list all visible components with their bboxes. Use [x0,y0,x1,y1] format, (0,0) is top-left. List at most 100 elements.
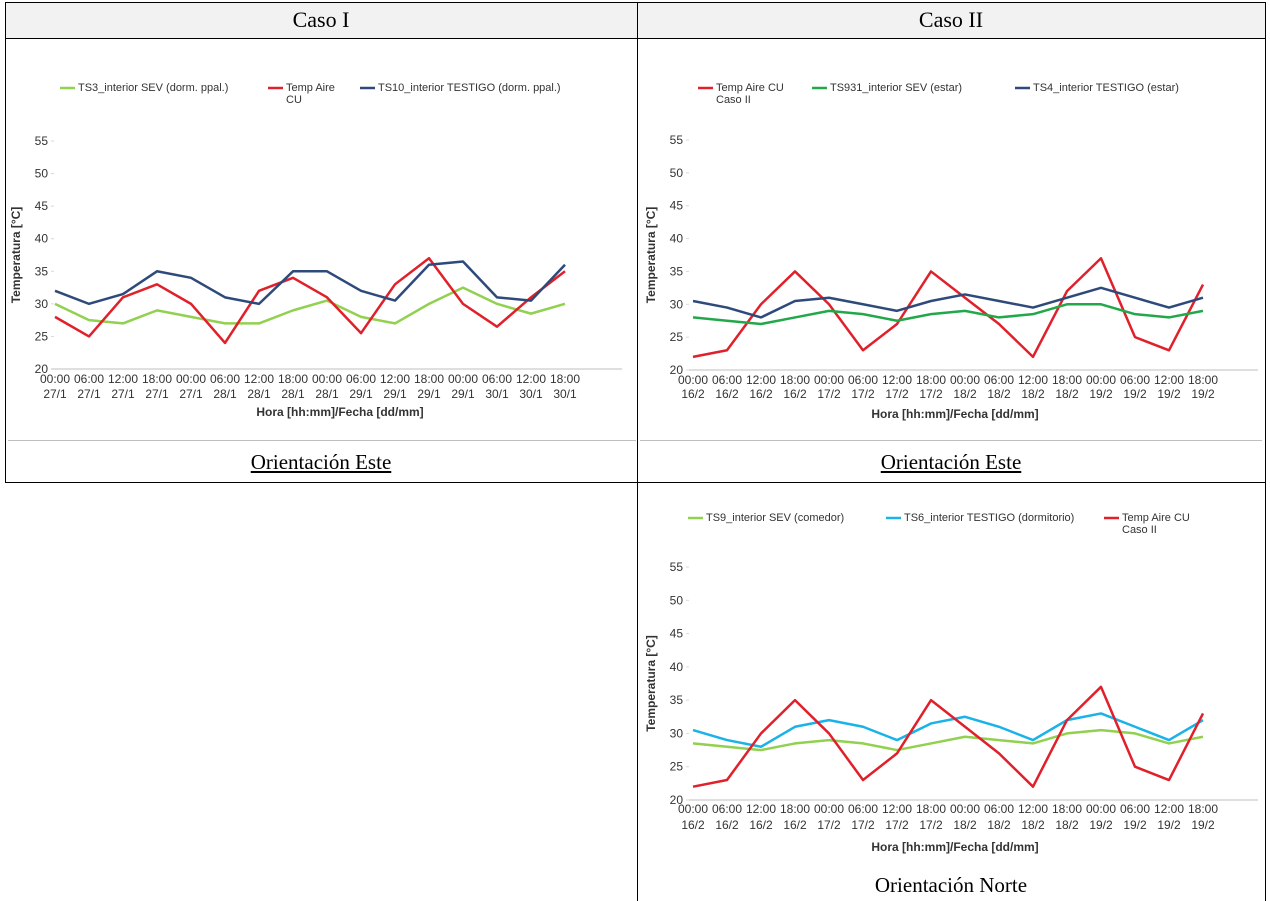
x-axis-title: Hora [hh:mm]/Fecha [dd/mm] [871,407,1038,421]
series-line [692,685,1205,788]
series-line [692,257,1205,359]
legend-label: TS3_interior SEV (dorm. ppal.) [78,82,229,94]
x-axis-title: Hora [hh:mm]/Fecha [dd/mm] [256,405,423,419]
legend-label: TS9_interior SEV (comedor) [706,512,845,524]
series-line [54,260,566,306]
x-date-label: 18/2 [1021,387,1045,401]
x-tick-label: 06:00 [1120,373,1150,387]
x-tick-label: 06:00 [346,372,376,386]
x-tick-label: 00:00 [1086,802,1116,816]
chart: 202530354045505500:0016/206:0016/212:001… [644,86,1258,421]
x-tick-label: 12:00 [882,373,912,387]
y-tick-label: 50 [35,167,49,181]
x-date-label: 16/2 [715,818,739,832]
x-tick-label: 12:00 [746,373,776,387]
x-date-label: 18/2 [1055,387,1079,401]
y-tick-label: 30 [670,297,684,311]
x-tick-label: 06:00 [210,372,240,386]
x-date-label: 27/1 [145,387,169,401]
x-date-label: 17/2 [885,818,909,832]
x-tick-label: 00:00 [678,802,708,816]
x-date-label: 27/1 [77,387,101,401]
x-date-label: 19/2 [1123,387,1147,401]
x-tick-label: 18:00 [550,372,580,386]
x-tick-label: 18:00 [916,802,946,816]
x-axis-title: Hora [hh:mm]/Fecha [dd/mm] [871,840,1038,854]
y-tick-label: 25 [670,760,684,774]
x-date-label: 29/1 [383,387,407,401]
header-cell: Caso II [918,7,984,32]
y-tick-label: 25 [670,330,684,344]
y-tick-label: 40 [670,660,684,674]
x-tick-label: 12:00 [1018,802,1048,816]
x-tick-label: 06:00 [482,372,512,386]
x-date-label: 27/1 [43,387,67,401]
y-tick-label: 25 [35,329,49,343]
table-borders [5,2,1266,901]
x-date-label: 17/2 [885,387,909,401]
x-date-label: 28/1 [315,387,339,401]
legend-label: TS6_interior TESTIGO (dormitorio) [904,512,1075,524]
series-line [692,303,1204,326]
x-date-label: 19/2 [1157,387,1181,401]
legend-label: TS931_interior SEV (estar) [830,82,963,94]
legend-label: Temp Aire CU [286,82,335,106]
x-date-label: 18/2 [1021,818,1045,832]
x-date-label: 17/2 [817,387,841,401]
x-date-label: 30/1 [485,387,509,401]
x-date-label: 16/2 [783,818,807,832]
x-tick-label: 18:00 [1052,802,1082,816]
y-tick-label: 30 [670,726,684,740]
x-date-label: 16/2 [681,818,705,832]
x-date-label: 28/1 [213,387,237,401]
x-date-label: 30/1 [553,387,577,401]
x-date-label: 19/2 [1191,818,1215,832]
x-date-label: 18/2 [987,387,1011,401]
y-tick-label: 30 [35,297,49,311]
y-tick-label: 45 [35,199,49,213]
x-tick-label: 12:00 [746,802,776,816]
y-tick-label: 55 [670,133,684,147]
y-tick-label: 50 [670,593,684,607]
x-date-label: 29/1 [451,387,475,401]
x-date-label: 16/2 [749,818,773,832]
y-tick-label: 20 [670,793,684,807]
x-date-label: 30/1 [519,387,543,401]
x-tick-label: 18:00 [1052,373,1082,387]
x-date-label: 18/2 [987,818,1011,832]
series-line [692,712,1204,748]
x-tick-label: 00:00 [40,372,70,386]
x-tick-label: 18:00 [1188,802,1218,816]
x-tick-label: 12:00 [244,372,274,386]
x-tick-label: 06:00 [712,802,742,816]
x-tick-label: 00:00 [448,372,478,386]
x-date-label: 17/2 [919,387,943,401]
x-date-label: 17/2 [851,387,875,401]
header-row [5,2,1265,38]
x-date-label: 18/2 [953,387,977,401]
x-date-label: 19/2 [1089,387,1113,401]
x-date-label: 17/2 [817,818,841,832]
x-date-label: 17/2 [919,818,943,832]
x-tick-label: 06:00 [712,373,742,387]
chart: 202530354045505500:0016/206:0016/212:001… [644,516,1258,854]
x-date-label: 16/2 [681,387,705,401]
series-line [54,286,566,325]
x-tick-label: 12:00 [882,802,912,816]
x-tick-label: 06:00 [984,802,1014,816]
x-tick-label: 00:00 [950,802,980,816]
x-tick-label: 00:00 [176,372,206,386]
y-tick-label: 35 [35,264,49,278]
x-date-label: 16/2 [749,387,773,401]
legend-label: Temp Aire CU Caso II [716,82,784,106]
x-date-label: 16/2 [715,387,739,401]
x-tick-label: 12:00 [1018,373,1048,387]
y-tick-label: 45 [670,627,684,641]
legend-label: TS10_interior TESTIGO (dorm. ppal.) [378,82,561,94]
y-axis-title: Temperatura [°C] [644,207,658,304]
x-tick-label: 18:00 [1188,373,1218,387]
x-tick-label: 18:00 [780,373,810,387]
x-tick-label: 18:00 [414,372,444,386]
y-axis-title: Temperatura [°C] [9,207,23,304]
y-tick-label: 35 [670,693,684,707]
